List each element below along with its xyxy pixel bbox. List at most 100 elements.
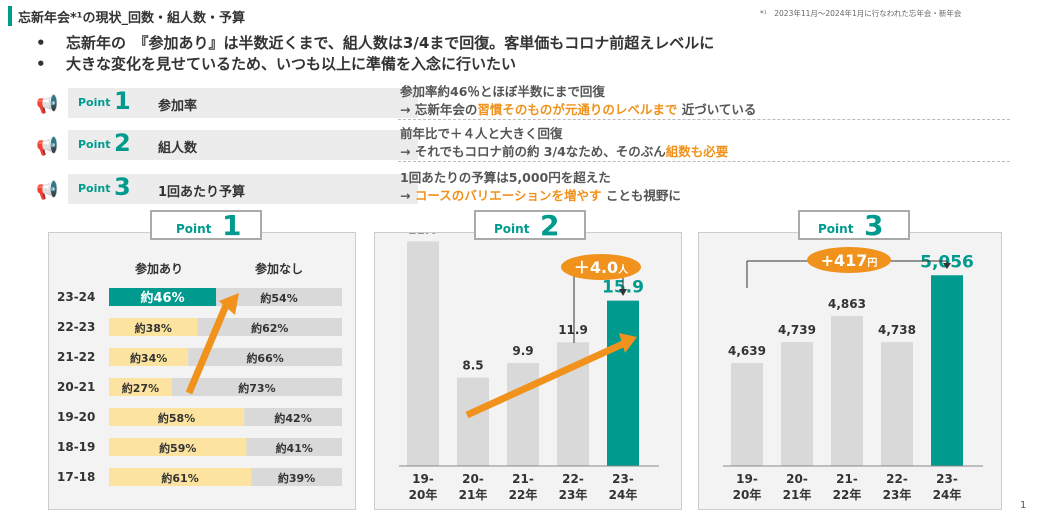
participation-chart: 参加あり 参加なし 23-24 約46% 約54% 22-23 約38% 約62% 21-22 約…: [57, 261, 342, 486]
x-tick-label: 19-: [412, 472, 434, 486]
point-word: Point: [78, 138, 111, 151]
label-not-participate: 約66%: [246, 351, 283, 365]
x-tick-label: 20年: [733, 487, 762, 502]
category-label: 23-24: [57, 290, 95, 304]
point-desc-line2: → 忘新年会の習慣そのものが元通りのレベルまで 近づいている: [400, 101, 756, 119]
chart-panel-2: 21.619-20年8.520-21年9.921-22年11.922-23年15…: [374, 222, 682, 510]
category-label: 19-20: [57, 410, 95, 424]
annotation-unit: 人: [618, 263, 629, 276]
bar: [407, 241, 439, 466]
bar-not-participate: [188, 348, 342, 366]
point-title: 1回あたり予算: [158, 185, 246, 200]
category-label: 18-19: [57, 440, 95, 454]
x-tick-label: 23年: [883, 487, 912, 502]
x-tick-label: 23年: [559, 487, 588, 502]
point-row-1: 📢 Point 1 参加率 参加率約46％とほぼ半数にまで回復 → 忘新年会の習…: [36, 84, 1010, 122]
trend-arrow-shaft: [465, 339, 627, 419]
bar: [831, 315, 863, 466]
point-label-3: Point 3 1回あたり予算: [68, 173, 418, 204]
bullet-1: 忘新年の 『参加あり』は半数近くまで、組人数は3/4まで回復。客単価もコロナ前超…: [36, 33, 714, 54]
chart-tab-3: Point 3: [798, 209, 910, 242]
x-tick-label: 22-: [562, 472, 584, 486]
bracket-arrowhead: [619, 289, 627, 296]
x-tick-label: 23-: [936, 472, 958, 486]
trend-arrowhead: [619, 333, 637, 353]
chart-tab-2: Point 2: [474, 209, 586, 242]
point-desc-line2: → それでもコロナ前の約 3/4なため、そのぶん組数も必要: [400, 143, 728, 161]
bar: [607, 300, 639, 466]
bar-value-label: 4,639: [728, 344, 766, 358]
label-participate: 約46%: [141, 290, 185, 306]
x-tick-label: 20-: [462, 472, 484, 486]
annotation-label: +417円: [821, 251, 878, 270]
desc-highlight: 組数も必要: [665, 144, 729, 159]
bar-not-participate: [246, 438, 342, 456]
bar-not-participate: [251, 468, 342, 486]
label-not-participate: 約73%: [238, 381, 275, 395]
bar-participate: [109, 468, 252, 486]
page-title: 忘新年会*¹の現状_回数・組人数・予算: [18, 11, 245, 26]
point-word: Point: [78, 96, 111, 109]
bar-value-label: 9.9: [512, 344, 533, 358]
point-number: 1: [114, 87, 131, 115]
header-not-participate: 参加なし: [255, 261, 303, 276]
x-tick-label: 21年: [459, 487, 488, 502]
point-number: 2: [114, 129, 131, 157]
desc-pre: → それでもコロナ前の約 3/4なため、そのぶん: [400, 144, 666, 159]
bar-participate: [109, 348, 189, 366]
point-row-2: 📢 Point 2 組人数 前年比で＋４人と大きく回復 → それでもコロナ前の約…: [36, 126, 1010, 164]
header-participate: 参加あり: [135, 261, 183, 276]
bar: [731, 363, 763, 466]
desc-pre: →: [400, 188, 411, 203]
x-tick-label: 20-: [786, 472, 808, 486]
chart-panel-3: 4,639 19- 20年 4,739 20- 21年 4,863 21- 22年 4,738 22…: [698, 232, 1002, 510]
label-participate: 約59%: [159, 441, 196, 455]
bar: [781, 342, 813, 466]
label-participate: 約27%: [122, 381, 159, 395]
desc-highlight: コースのバリエーションを増やす: [414, 188, 602, 203]
annotation-label: ＋4.0人: [574, 258, 629, 277]
bar-participate: [109, 378, 172, 396]
bar-participate: [109, 438, 247, 456]
point-row-3: 📢 Point 3 1回あたり予算 1回あたりの予算は5,000円を超えた → …: [36, 170, 976, 208]
x-tick-label: 22年: [833, 487, 862, 502]
bar: [507, 363, 539, 466]
tab-point-number: 1: [222, 209, 242, 242]
point-word: Point: [78, 182, 111, 195]
bar-value-label: 21.6: [408, 233, 438, 236]
title-accent: [8, 6, 12, 26]
label-participate: 約34%: [130, 351, 167, 365]
divider: [398, 119, 1010, 120]
bar: [457, 377, 489, 466]
label-participate: 約38%: [135, 321, 172, 335]
x-tick-label: 22年: [509, 487, 538, 502]
point-desc-line1: 1回あたりの予算は5,000円を超えた: [400, 170, 611, 185]
bracket-arrowhead: [943, 263, 951, 269]
x-tick-label: 24年: [933, 487, 962, 502]
annotation-bubble: [807, 247, 891, 273]
tab-point-word: Point: [818, 222, 854, 236]
x-tick-label: 24年: [609, 487, 638, 502]
bar: [881, 342, 913, 466]
annotation-bubble: [561, 254, 641, 280]
divider: [398, 161, 1010, 162]
x-tick-label: 21年: [783, 487, 812, 502]
desc-post: ことも視野に: [605, 188, 681, 203]
group-size-chart: 21.619-20年8.520-21年9.921-22年11.922-23年15…: [399, 222, 659, 502]
x-tick-label: 23-: [612, 472, 634, 486]
tab-point-number: 3: [864, 209, 884, 242]
trend-arrow-shaft: [185, 301, 231, 395]
tab-point-word: Point: [176, 222, 212, 236]
bar-participate: [109, 288, 217, 306]
point-number: 3: [114, 173, 131, 201]
bar-participate: [109, 318, 198, 336]
point-label-1: Point 1 参加率: [68, 87, 418, 118]
point-title: 組人数: [158, 141, 198, 156]
x-tick-label: 19-: [736, 472, 758, 486]
point-desc-1: 参加率約46％とほぼ半数にまで回復 → 忘新年会の習慣そのものが元通りのレベルま…: [400, 83, 756, 119]
bar-value-label: 4,739: [778, 323, 816, 337]
category-label: 22-23: [57, 320, 95, 334]
point-title: 参加率: [158, 99, 198, 114]
megaphone-icon: 📢: [36, 180, 59, 201]
megaphone-icon: 📢: [36, 94, 59, 115]
